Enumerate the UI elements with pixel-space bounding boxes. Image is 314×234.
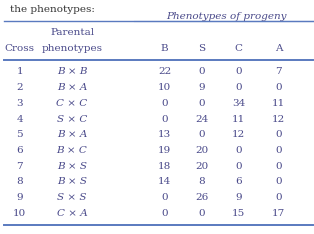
Text: 0: 0: [275, 83, 282, 92]
Text: 5: 5: [16, 130, 23, 139]
Text: Parental: Parental: [50, 28, 94, 37]
Text: B × S: B × S: [57, 177, 87, 186]
Text: C × A: C × A: [57, 209, 87, 218]
Text: 34: 34: [232, 99, 245, 108]
Text: A: A: [275, 44, 282, 53]
Text: 6: 6: [235, 177, 242, 186]
Text: S × S: S × S: [57, 193, 87, 202]
Text: 0: 0: [275, 177, 282, 186]
Text: 7: 7: [16, 162, 23, 171]
Text: B: B: [161, 44, 168, 53]
Text: 11: 11: [232, 115, 245, 124]
Text: 0: 0: [235, 83, 242, 92]
Text: 13: 13: [158, 130, 171, 139]
Text: 17: 17: [272, 209, 285, 218]
Text: S × C: S × C: [57, 115, 87, 124]
Text: 0: 0: [275, 130, 282, 139]
Text: 3: 3: [16, 99, 23, 108]
Text: Cross: Cross: [5, 44, 35, 53]
Text: 4: 4: [16, 115, 23, 124]
Text: 0: 0: [275, 193, 282, 202]
Text: B × B: B × B: [57, 67, 87, 77]
Text: 12: 12: [232, 130, 245, 139]
Text: phenotypes: phenotypes: [41, 44, 103, 53]
Text: B × A: B × A: [57, 83, 87, 92]
Text: 15: 15: [232, 209, 245, 218]
Text: 0: 0: [198, 130, 205, 139]
Text: 1: 1: [16, 67, 23, 77]
Text: 8: 8: [198, 177, 205, 186]
Text: 9: 9: [16, 193, 23, 202]
Text: Phenotypes of progeny: Phenotypes of progeny: [166, 12, 286, 21]
Text: 0: 0: [235, 146, 242, 155]
Text: 20: 20: [195, 146, 208, 155]
Text: S: S: [198, 44, 205, 53]
Text: 10: 10: [158, 83, 171, 92]
Text: the phenotypes:: the phenotypes:: [10, 5, 95, 14]
Text: 0: 0: [161, 193, 168, 202]
Text: 0: 0: [275, 146, 282, 155]
Text: 9: 9: [235, 193, 242, 202]
Text: C: C: [235, 44, 243, 53]
Text: 14: 14: [158, 177, 171, 186]
Text: B × S: B × S: [57, 162, 87, 171]
Text: 8: 8: [16, 177, 23, 186]
Text: 9: 9: [198, 83, 205, 92]
Text: 11: 11: [272, 99, 285, 108]
Text: 0: 0: [198, 67, 205, 77]
Text: 22: 22: [158, 67, 171, 77]
Text: 2: 2: [16, 83, 23, 92]
Text: 0: 0: [275, 162, 282, 171]
Text: C × C: C × C: [57, 99, 88, 108]
Text: 6: 6: [16, 146, 23, 155]
Text: 18: 18: [158, 162, 171, 171]
Text: B × C: B × C: [57, 146, 88, 155]
Text: 0: 0: [161, 209, 168, 218]
Text: 24: 24: [195, 115, 208, 124]
Text: 26: 26: [195, 193, 208, 202]
Text: 0: 0: [235, 67, 242, 77]
Text: B × A: B × A: [57, 130, 87, 139]
Text: 19: 19: [158, 146, 171, 155]
Text: 0: 0: [198, 209, 205, 218]
Text: 20: 20: [195, 162, 208, 171]
Text: 0: 0: [161, 99, 168, 108]
Text: 7: 7: [275, 67, 282, 77]
Text: 0: 0: [161, 115, 168, 124]
Text: 12: 12: [272, 115, 285, 124]
Text: 0: 0: [235, 162, 242, 171]
Text: 10: 10: [13, 209, 26, 218]
Text: 0: 0: [198, 99, 205, 108]
